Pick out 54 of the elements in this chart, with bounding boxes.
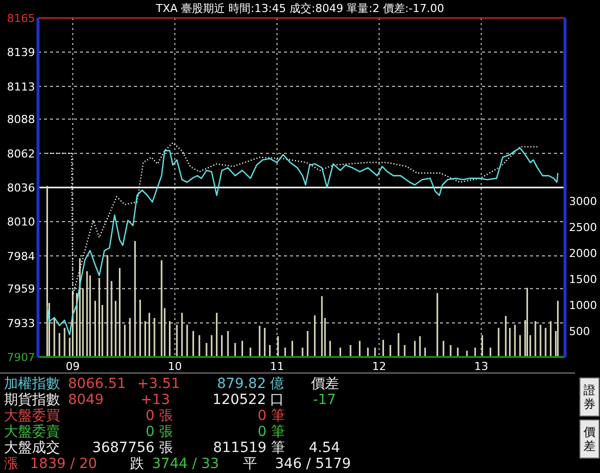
- text: 大盤委買: [4, 408, 60, 424]
- y-tick-label: 8010: [7, 216, 35, 229]
- text: +3.51: [137, 376, 180, 392]
- text: 4.54: [308, 440, 340, 456]
- text: 1839 / 20: [30, 456, 98, 472]
- text: 8049: [68, 392, 104, 408]
- y2-tick-label: 500: [569, 325, 590, 338]
- text: 0 筆: [258, 408, 285, 424]
- text: -17: [313, 392, 336, 408]
- y2-tick-label: 2500: [569, 221, 597, 234]
- y-tick-label: 8139: [7, 46, 35, 60]
- text: 3687756 張: [92, 440, 173, 456]
- chart-title: TXA 臺股期近 時間:13:45 成交:8049 單量:2 價差:-17.00: [154, 2, 444, 15]
- x-tick-label: 12: [372, 360, 386, 373]
- text: 大盤成交: [4, 440, 60, 456]
- text: 價差: [584, 425, 596, 453]
- text: 期貨指數: [4, 392, 60, 408]
- line-series: [46, 147, 558, 336]
- y2-tick-label: 2000: [569, 247, 597, 260]
- y-tick-label: 8036: [7, 182, 35, 194]
- text: 0 筆: [258, 424, 285, 440]
- y-tick-label: 8088: [7, 113, 35, 126]
- text: 346 / 5179: [275, 456, 351, 472]
- text: 0 張: [146, 408, 173, 424]
- text: 平: [243, 456, 257, 472]
- text: 億: [270, 376, 284, 392]
- text: 口: [270, 392, 284, 408]
- x-tick-label: 13: [474, 360, 488, 373]
- y2-tick-label: 3000: [569, 195, 597, 208]
- y2-tick-label: 1000: [569, 299, 597, 312]
- text: 大盤委賣: [4, 424, 60, 440]
- text: 120522: [212, 392, 266, 408]
- text: 811519 筆: [213, 440, 285, 456]
- text: +13: [140, 392, 170, 408]
- x-tick-label: 10: [168, 360, 182, 373]
- y-tick-label: 7959: [7, 282, 35, 296]
- text: 漲: [4, 456, 18, 472]
- y-tick-label: 8062: [7, 147, 35, 160]
- text: 879.82: [217, 376, 266, 392]
- text: 3744 / 33: [152, 456, 220, 472]
- y-tick-label: 7984: [7, 250, 35, 263]
- y-tick-label: 8165: [7, 12, 35, 25]
- text: 跌: [130, 456, 144, 472]
- x-tick-label: 09: [66, 360, 80, 373]
- y-tick-label: 8113: [7, 80, 35, 94]
- y2-tick-label: 1500: [569, 273, 597, 286]
- text: 價差: [311, 376, 339, 392]
- y-tick-label: 7933: [7, 316, 35, 330]
- text: 0 張: [146, 424, 173, 440]
- x-tick-label: 11: [270, 360, 284, 373]
- text: 加權指數: [4, 376, 60, 392]
- text: 8066.51: [68, 376, 126, 392]
- text: 證券: [584, 383, 596, 411]
- y-tick-label: 7907: [7, 351, 35, 364]
